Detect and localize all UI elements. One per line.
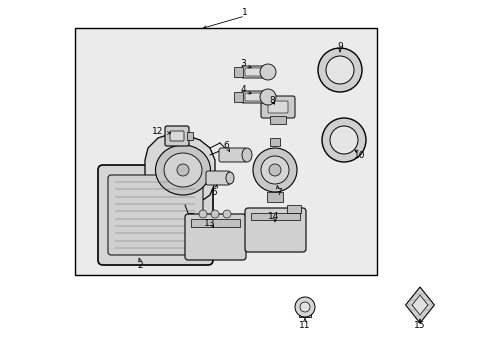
Bar xyxy=(269,138,280,146)
FancyBboxPatch shape xyxy=(244,93,263,101)
Bar xyxy=(250,213,299,220)
Circle shape xyxy=(294,297,314,317)
Circle shape xyxy=(260,89,275,105)
Ellipse shape xyxy=(225,172,234,184)
Text: 1: 1 xyxy=(242,8,247,17)
Circle shape xyxy=(199,210,206,218)
Text: 3: 3 xyxy=(240,59,245,68)
Text: 9: 9 xyxy=(336,41,342,50)
FancyBboxPatch shape xyxy=(242,91,265,103)
Bar xyxy=(234,67,243,77)
Ellipse shape xyxy=(163,153,202,187)
Circle shape xyxy=(261,156,288,184)
Circle shape xyxy=(268,164,281,176)
Circle shape xyxy=(325,56,353,84)
Polygon shape xyxy=(405,287,433,323)
FancyBboxPatch shape xyxy=(170,131,183,141)
FancyBboxPatch shape xyxy=(164,126,189,146)
FancyBboxPatch shape xyxy=(267,101,287,113)
Text: 5: 5 xyxy=(211,188,217,197)
Circle shape xyxy=(252,148,296,192)
Text: 11: 11 xyxy=(299,320,310,329)
Bar xyxy=(286,205,301,213)
Text: 12: 12 xyxy=(152,126,163,135)
FancyBboxPatch shape xyxy=(219,148,246,162)
Circle shape xyxy=(177,164,189,176)
Text: 10: 10 xyxy=(353,150,365,159)
Circle shape xyxy=(223,210,230,218)
Bar xyxy=(186,132,193,140)
Text: 7: 7 xyxy=(276,188,281,197)
Bar xyxy=(298,309,310,317)
FancyBboxPatch shape xyxy=(242,66,265,78)
Bar xyxy=(234,92,243,102)
FancyBboxPatch shape xyxy=(205,171,229,185)
Polygon shape xyxy=(411,295,427,315)
Ellipse shape xyxy=(242,148,251,162)
FancyBboxPatch shape xyxy=(261,96,294,118)
Circle shape xyxy=(329,126,357,154)
Bar xyxy=(266,192,283,202)
Ellipse shape xyxy=(155,145,210,195)
Circle shape xyxy=(299,302,309,312)
Circle shape xyxy=(317,48,361,92)
Text: 4: 4 xyxy=(240,85,245,94)
FancyBboxPatch shape xyxy=(98,165,213,265)
Text: 15: 15 xyxy=(413,320,425,329)
Text: 14: 14 xyxy=(268,212,279,220)
FancyBboxPatch shape xyxy=(108,175,203,255)
FancyBboxPatch shape xyxy=(244,68,263,76)
Text: 8: 8 xyxy=(268,95,274,104)
FancyBboxPatch shape xyxy=(184,214,245,260)
Bar xyxy=(191,219,240,227)
Circle shape xyxy=(210,210,219,218)
Polygon shape xyxy=(145,134,215,205)
Bar xyxy=(75,28,376,275)
Circle shape xyxy=(260,64,275,80)
Text: 6: 6 xyxy=(223,140,228,149)
Text: 2: 2 xyxy=(137,261,142,270)
Text: 13: 13 xyxy=(204,219,215,228)
Bar xyxy=(269,116,285,124)
Circle shape xyxy=(321,118,365,162)
FancyBboxPatch shape xyxy=(244,208,305,252)
